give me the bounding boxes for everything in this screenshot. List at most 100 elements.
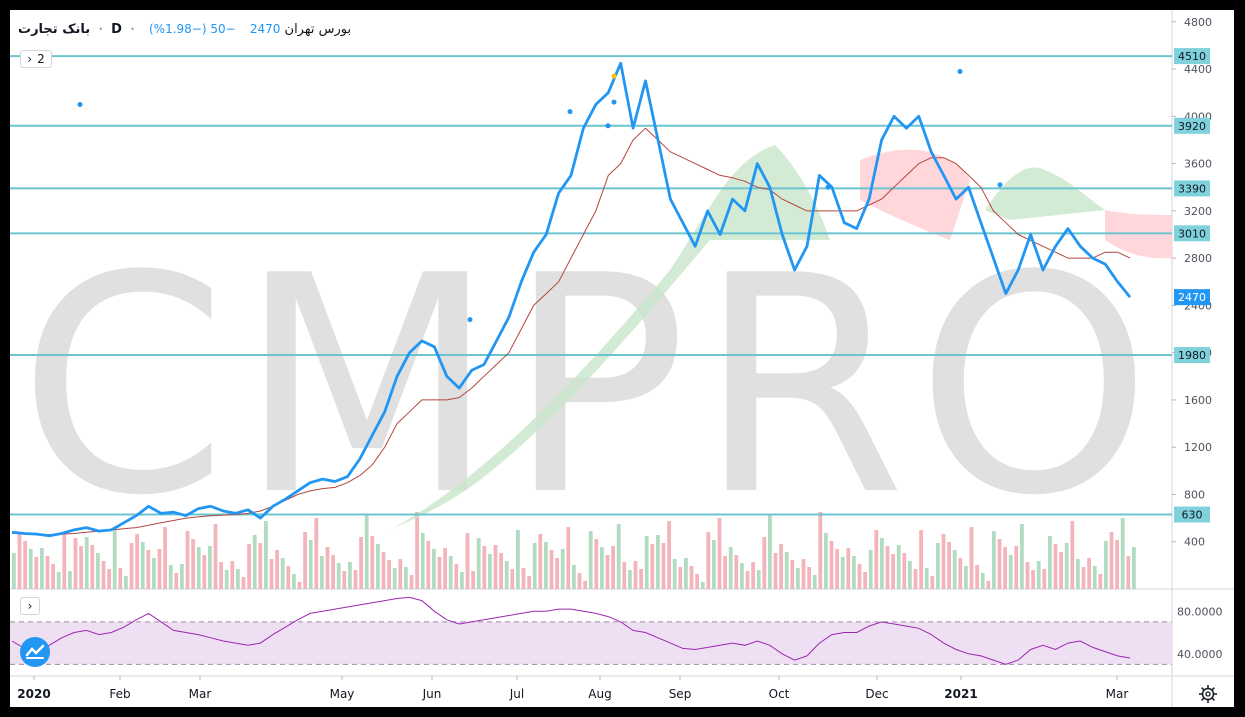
volume-bar — [1081, 567, 1086, 589]
x-tick-label: Aug — [588, 687, 611, 701]
volume-bar — [947, 542, 951, 589]
volume-bar — [706, 532, 711, 589]
volume-bar — [896, 545, 901, 589]
volume-bar — [180, 564, 184, 589]
volume-bar — [1126, 556, 1131, 589]
interval-label[interactable]: D — [111, 22, 122, 37]
volume-bar — [768, 515, 772, 589]
volume-bar — [437, 557, 442, 589]
volume-bar — [784, 552, 789, 589]
volume-bar — [532, 543, 537, 589]
volume-bar — [208, 546, 212, 589]
volume-bar — [112, 530, 117, 589]
volume-bar — [454, 564, 459, 589]
volume-bar — [320, 556, 324, 589]
volume-bar — [633, 561, 638, 589]
volume-bar — [51, 564, 55, 589]
volume-bar — [695, 574, 699, 589]
volume-bar — [700, 582, 705, 589]
volume-bar — [588, 531, 593, 589]
price-series-line — [11, 61, 1132, 538]
y-tick-label: 1600 — [1184, 394, 1212, 407]
volume-bar — [219, 562, 223, 589]
volume-bar — [381, 552, 386, 589]
volume-bar — [118, 568, 123, 589]
volume-bar — [812, 575, 817, 589]
signal-marker — [997, 182, 1003, 188]
volume-bar — [1120, 518, 1125, 589]
volume-bar — [146, 550, 151, 589]
signal-marker — [605, 123, 611, 129]
baseline-series-line — [12, 127, 1131, 536]
volume-bar — [213, 524, 218, 589]
level-price-label: 3920 — [1178, 120, 1206, 133]
x-tick-label: Feb — [109, 687, 130, 701]
volume-bar — [1076, 559, 1080, 589]
volume-bar — [1031, 570, 1035, 589]
x-tick-label: Sep — [669, 687, 692, 701]
volume-bar — [667, 521, 671, 589]
volume-bar — [1115, 540, 1119, 589]
symbol-name[interactable]: بانک تجارت — [18, 22, 91, 37]
volume-bar — [482, 546, 487, 589]
volume-bar — [420, 533, 425, 589]
volume-bar — [504, 561, 509, 589]
level-price-label: 1980 — [1178, 349, 1206, 362]
volume-bar — [499, 553, 503, 589]
volume-bar — [549, 550, 554, 589]
signal-marker — [77, 102, 83, 108]
x-tick-label: 2021 — [944, 687, 977, 701]
volume-bar — [969, 527, 974, 589]
volume-bar — [936, 543, 940, 589]
volume-bar — [745, 571, 750, 589]
volume-bar — [336, 563, 341, 589]
volume-bar — [740, 563, 744, 589]
volume-bar — [370, 536, 375, 589]
volume-bar — [773, 553, 778, 589]
volume-bar — [303, 532, 307, 589]
x-tick-label: 2020 — [17, 687, 50, 701]
rsi-pane-toggle-button[interactable]: › — [20, 597, 40, 615]
last-price-tag — [1174, 289, 1210, 306]
volume-bar — [62, 533, 67, 589]
volume-bar — [488, 554, 492, 589]
volume-bar — [980, 573, 985, 589]
volume-bar — [868, 550, 873, 589]
rsi-tick-label: 40.0000 — [1177, 648, 1223, 661]
volume-bar — [135, 534, 139, 589]
volume-bar — [796, 568, 800, 589]
x-tick-label: Mar — [189, 687, 212, 701]
volume-bar — [807, 567, 811, 589]
x-tick-label: Jun — [422, 687, 442, 701]
volume-bar — [516, 530, 520, 589]
volume-bar — [297, 582, 302, 589]
volume-bar — [1064, 543, 1069, 589]
y-tick-label: 800 — [1184, 488, 1205, 501]
volume-bar — [1008, 555, 1013, 589]
volume-bar — [331, 555, 335, 589]
indicator-toggle-button[interactable]: › 2 — [20, 50, 52, 68]
volume-bar — [387, 560, 391, 589]
volume-bar — [247, 544, 251, 589]
settings-gear-icon[interactable] — [1197, 683, 1219, 705]
volume-bar — [409, 575, 414, 589]
volume-bar — [90, 545, 95, 589]
volume-bar — [1053, 544, 1058, 589]
volume-bar — [202, 555, 207, 589]
volume-bar — [555, 558, 559, 589]
volume-bar — [292, 574, 296, 589]
volume-bar — [930, 576, 935, 589]
level-price-tag — [1174, 117, 1210, 134]
volume-bar — [1070, 521, 1075, 589]
volume-bar — [68, 571, 72, 589]
chart-header: بانک تجارت • D • بورس تهران 2470 −50 (−1… — [18, 22, 351, 37]
rsi-line — [11, 596, 1131, 665]
chart-frame: CMPRO40080012001600200024002800320036004… — [10, 10, 1234, 707]
volume-bar — [269, 559, 274, 589]
volume-bar — [493, 545, 498, 589]
volume-bar — [79, 546, 83, 589]
volume-bar — [964, 566, 968, 589]
signal-marker — [611, 73, 617, 79]
volume-bar — [913, 569, 918, 589]
volume-bar — [790, 560, 795, 589]
